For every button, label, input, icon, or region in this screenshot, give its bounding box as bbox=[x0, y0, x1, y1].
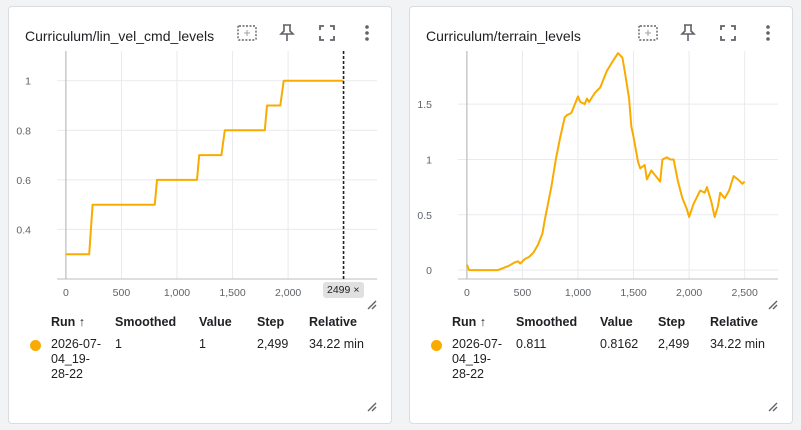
x-tick-label: 1,000 bbox=[164, 287, 190, 299]
x-tick-label: 0 bbox=[464, 287, 470, 299]
x-tick-label: 2,500 bbox=[732, 287, 758, 299]
col-header-step[interactable]: Step bbox=[658, 315, 686, 329]
fit-to-data-icon[interactable] bbox=[636, 21, 660, 45]
run-color-dot bbox=[30, 340, 41, 351]
fullscreen-icon[interactable] bbox=[716, 21, 740, 45]
pin-icon[interactable] bbox=[275, 21, 299, 45]
resize-icon[interactable] bbox=[766, 297, 778, 310]
line-chart[interactable]: 0 500 1,000 1,500 2,000 0.4 0.6 0.8 1 bbox=[9, 47, 393, 307]
y-tick-label: 0 bbox=[426, 265, 432, 277]
smoothed-value: 0.811 bbox=[516, 337, 547, 351]
y-tick-label: 0.4 bbox=[16, 224, 31, 236]
run-name: 2026-07- 04_19- 28-22 bbox=[452, 337, 503, 381]
resize-icon[interactable] bbox=[365, 297, 377, 310]
x-tick-label: 1,500 bbox=[620, 287, 646, 299]
x-tick-label: 2,000 bbox=[275, 287, 301, 299]
step-cursor-value: 2499 bbox=[327, 284, 351, 296]
line-chart[interactable]: 0 500 1,000 1,500 2,000 2,500 0 0.5 1 1.5 bbox=[410, 47, 794, 307]
y-tick-label: 0.8 bbox=[16, 125, 31, 137]
col-header-relative[interactable]: Relative bbox=[710, 315, 758, 329]
resize-icon[interactable] bbox=[365, 399, 377, 412]
col-header-relative[interactable]: Relative bbox=[309, 315, 357, 329]
step-value: 2,499 bbox=[658, 337, 690, 351]
x-tick-label: 2,000 bbox=[676, 287, 702, 299]
y-tick-label: 0.5 bbox=[417, 210, 432, 222]
col-header-step[interactable]: Step bbox=[257, 315, 285, 329]
col-header-run[interactable]: Run ↑ bbox=[452, 315, 487, 329]
x-tick-label: 1,000 bbox=[565, 287, 591, 299]
run-color-dot bbox=[431, 340, 442, 351]
card-title: Curriculum/terrain_levels bbox=[426, 28, 581, 44]
resize-icon[interactable] bbox=[766, 399, 778, 412]
raw-value: 1 bbox=[199, 337, 206, 351]
x-tick-label: 1,500 bbox=[219, 287, 245, 299]
col-header-value[interactable]: Value bbox=[199, 315, 232, 329]
y-tick-label: 1.5 bbox=[417, 99, 432, 111]
series-line bbox=[65, 79, 344, 256]
col-header-smoothed[interactable]: Smoothed bbox=[115, 315, 177, 329]
col-header-run[interactable]: Run ↑ bbox=[51, 315, 86, 329]
x-tick-label: 0 bbox=[63, 287, 69, 299]
more-vert-icon[interactable] bbox=[355, 21, 379, 45]
y-tick-label: 1 bbox=[426, 154, 432, 166]
y-tick-label: 1 bbox=[25, 76, 31, 88]
pin-icon[interactable] bbox=[676, 21, 700, 45]
col-header-smoothed[interactable]: Smoothed bbox=[516, 315, 578, 329]
chart-card-terrain: Curriculum/terrain_levels 0 500 1,000 1,500… bbox=[409, 6, 793, 424]
run-name: 2026-07- 04_19- 28-22 bbox=[51, 337, 102, 381]
chart-card-lin-vel: Curriculum/lin_vel_cmd_levels 0 500 1,000 1… bbox=[8, 6, 392, 424]
relative-time: 34.22 min bbox=[309, 337, 364, 351]
more-vert-icon[interactable] bbox=[756, 21, 780, 45]
fullscreen-icon[interactable] bbox=[315, 21, 339, 45]
smoothed-value: 1 bbox=[115, 337, 122, 351]
x-tick-label: 500 bbox=[514, 287, 532, 299]
x-tick-label: 500 bbox=[113, 287, 131, 299]
fit-to-data-icon[interactable] bbox=[235, 21, 259, 45]
raw-value: 0.8162 bbox=[600, 337, 639, 351]
col-header-value[interactable]: Value bbox=[600, 315, 633, 329]
close-icon[interactable]: × bbox=[353, 284, 360, 296]
step-value: 2,499 bbox=[257, 337, 289, 351]
card-title: Curriculum/lin_vel_cmd_levels bbox=[25, 28, 215, 44]
relative-time: 34.22 min bbox=[710, 337, 765, 351]
step-cursor-badge[interactable]: 2499 × bbox=[323, 282, 364, 298]
series-line bbox=[465, 52, 746, 272]
y-tick-label: 0.6 bbox=[16, 175, 31, 187]
